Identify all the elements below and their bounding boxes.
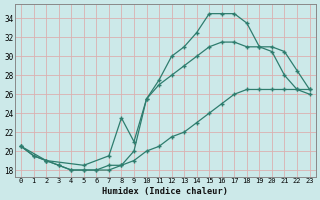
X-axis label: Humidex (Indice chaleur): Humidex (Indice chaleur) [102, 187, 228, 196]
